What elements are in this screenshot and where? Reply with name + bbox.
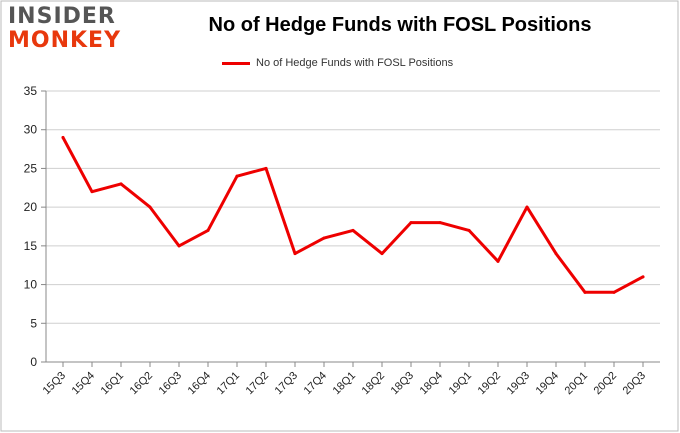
y-tick-label: 35 <box>24 84 38 98</box>
x-tick-label: 20Q3 <box>621 370 649 398</box>
data-point <box>264 166 268 170</box>
x-tick-label: 19Q1 <box>447 370 475 398</box>
series-line <box>61 136 645 294</box>
y-tick-label: 25 <box>24 161 38 175</box>
x-tick-label: 18Q1 <box>331 370 359 398</box>
data-point <box>380 252 384 256</box>
data-point <box>61 135 65 139</box>
data-point <box>293 252 297 256</box>
data-point <box>206 228 210 232</box>
chart-title: No of Hedge Funds with FOSL Positions <box>208 14 592 36</box>
data-point <box>322 236 326 240</box>
y-tick-label: 0 <box>30 355 37 369</box>
data-point <box>409 221 413 225</box>
x-tick-label: 17Q1 <box>215 370 243 398</box>
x-tick-label: 17Q2 <box>244 370 272 398</box>
data-point <box>351 228 355 232</box>
y-tick-label: 30 <box>24 123 38 137</box>
data-point <box>90 190 94 194</box>
x-tick-label: 19Q3 <box>505 370 533 398</box>
data-point <box>148 205 152 209</box>
x-tick-label: 17Q3 <box>273 370 301 398</box>
x-tick-label: 20Q1 <box>563 370 591 398</box>
legend-swatch <box>222 61 250 65</box>
x-tick-label: 16Q1 <box>99 370 127 398</box>
series-group <box>61 135 645 294</box>
logo-text-top: INSIDER <box>8 4 116 29</box>
y-tick-label: 15 <box>24 239 38 253</box>
data-point <box>583 290 587 294</box>
y-tick-label: 10 <box>24 278 38 292</box>
legend: No of Hedge Funds with FOSL Positions <box>222 54 453 72</box>
legend-label: No of Hedge Funds with FOSL Positions <box>256 57 454 69</box>
x-tick-label: 16Q3 <box>157 370 185 398</box>
x-tick-label: 20Q2 <box>592 370 620 398</box>
data-point <box>235 174 239 178</box>
data-point <box>177 244 181 248</box>
data-point <box>119 182 123 186</box>
y-tick-label: 5 <box>30 316 37 330</box>
data-point <box>641 275 645 279</box>
x-tick-label: 17Q4 <box>302 370 330 398</box>
y-axis-ticks: 0 5 10 15 20 25 30 35 <box>24 84 47 369</box>
x-axis-ticks: 15Q3 15Q4 16Q1 16Q2 16Q3 16Q4 17Q1 17Q2 17Q3 17Q4… <box>41 362 649 398</box>
data-point <box>554 252 558 256</box>
x-tick-label: 18Q4 <box>418 370 446 398</box>
x-tick-label: 18Q2 <box>360 370 388 398</box>
x-tick-label: 18Q3 <box>389 370 417 398</box>
data-point <box>438 221 442 225</box>
logo-text-bottom: MONKEY <box>8 28 122 53</box>
data-point <box>525 205 529 209</box>
data-point <box>496 259 500 263</box>
x-tick-label: 19Q2 <box>476 370 504 398</box>
x-tick-label: 19Q4 <box>534 370 562 398</box>
y-tick-label: 20 <box>24 200 38 214</box>
insider-monkey-logo: INSIDER MONKEY <box>8 6 128 52</box>
x-tick-label: 16Q2 <box>128 370 156 398</box>
gridlines <box>46 90 660 363</box>
x-tick-label: 15Q3 <box>41 370 69 398</box>
x-tick-label: 16Q4 <box>186 370 214 398</box>
x-tick-label: 15Q4 <box>70 370 98 398</box>
data-point <box>612 290 616 294</box>
data-point <box>467 228 471 232</box>
